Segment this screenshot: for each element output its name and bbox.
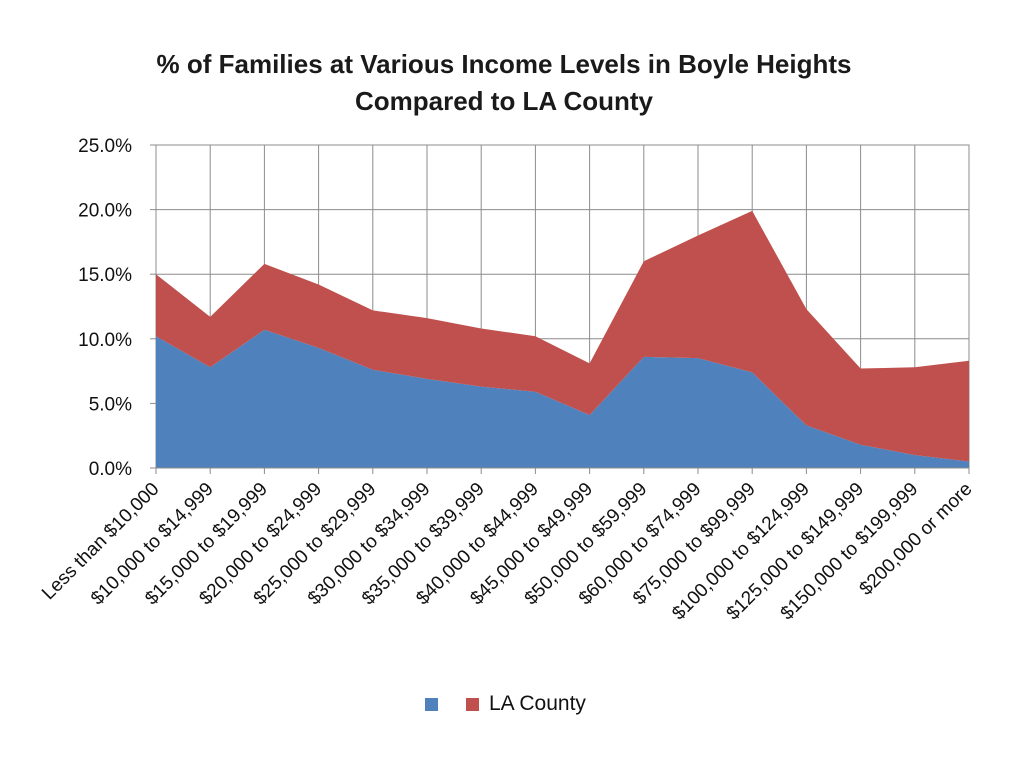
chart-title: % of Families at Various Income Levels i… [0, 46, 1008, 120]
chart-title-line2: Compared to LA County [354, 86, 654, 116]
legend-swatch-series-1 [425, 697, 438, 711]
legend-item-series-1 [425, 697, 448, 711]
y-tick-label: 0.0% [89, 459, 132, 480]
y-tick-label: 20.0% [78, 201, 132, 222]
y-tick-label: 10.0% [78, 330, 132, 351]
y-tick-label: 25.0% [78, 136, 132, 157]
y-tick-label: 5.0% [89, 394, 132, 415]
legend-item-series-2: LA County [466, 692, 586, 716]
chart-title-line1: % of Families at Various Income Levels i… [156, 49, 852, 79]
legend-swatch-series-2 [466, 697, 479, 711]
area-series-2 [156, 210, 969, 462]
y-tick-label: 15.0% [78, 265, 132, 286]
legend-label-series-2: LA County [489, 692, 586, 715]
legend: LA County [425, 692, 604, 716]
area-series-1 [156, 329, 969, 468]
